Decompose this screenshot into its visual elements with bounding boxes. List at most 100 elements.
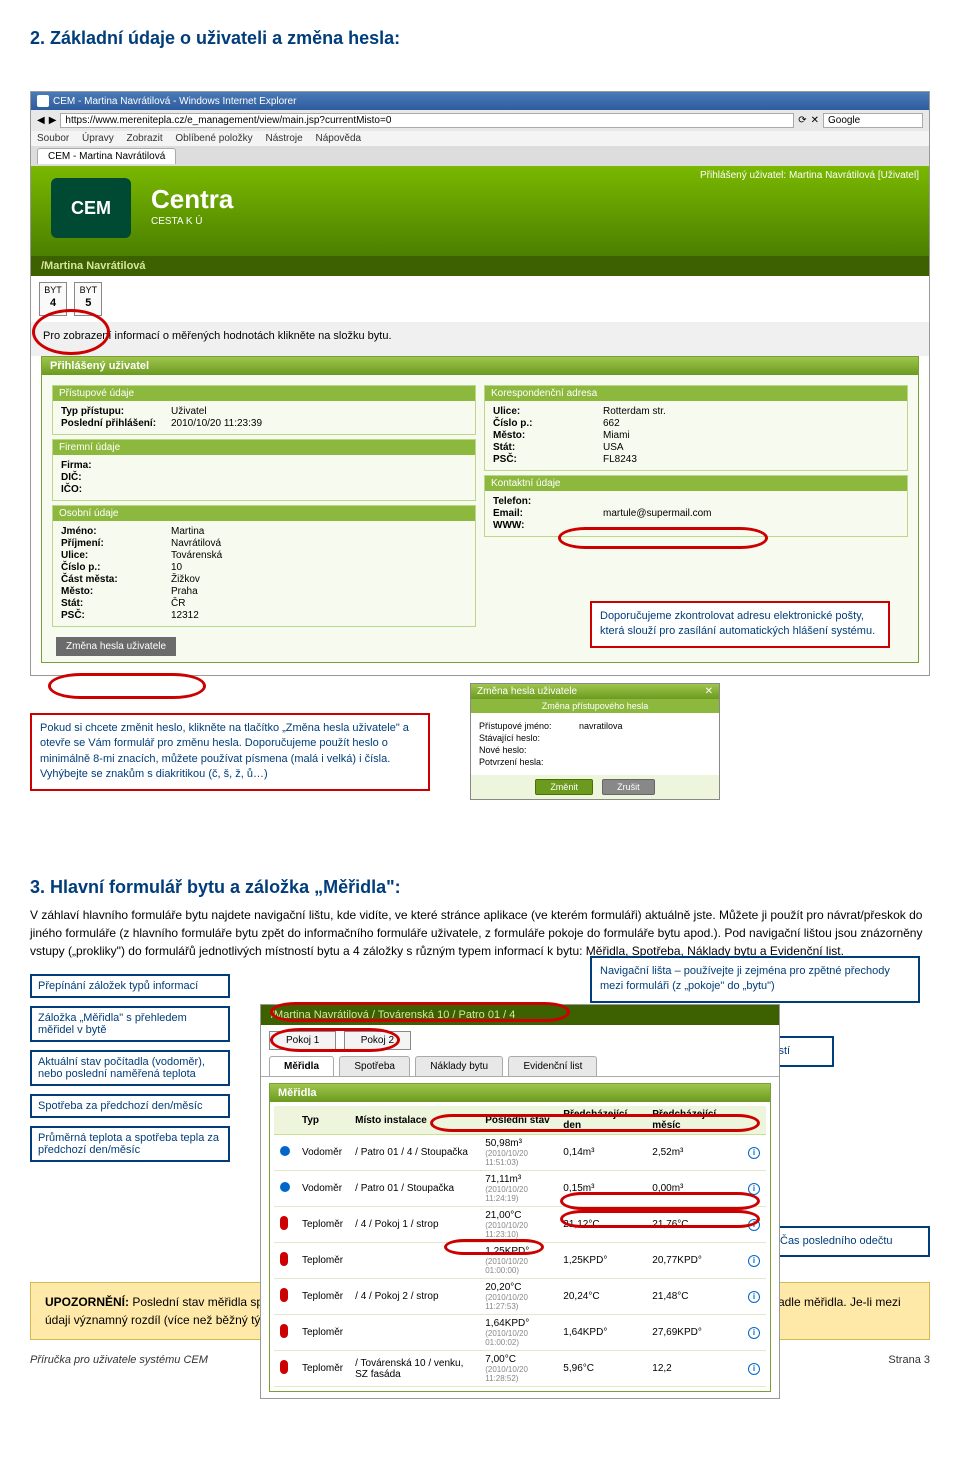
screenshot-1-container: Zde vidíte ikonku s číslem Vašeho bytu (…: [30, 61, 930, 711]
password-dialog: Změna hesla uživatele ✕ Změna přístupové…: [470, 683, 720, 800]
url-field[interactable]: https://www.merenitepla.cz/e_management/…: [60, 113, 794, 128]
tab-naklady[interactable]: Náklady bytu: [415, 1056, 503, 1076]
info-icon[interactable]: i: [748, 1219, 760, 1231]
byt-breadcrumb[interactable]: /Martina Navrátilová / Továrenská 10 / P…: [261, 1005, 779, 1025]
table-row: Teploměr/ Továrenská 10 / venku, SZ fasá…: [274, 1351, 766, 1387]
browser-tab[interactable]: CEM - Martina Navrátilová: [37, 148, 176, 164]
meridla-table: Typ Místo instalace Poslední stav Předch…: [274, 1106, 766, 1387]
cell-misto: / 4 / Pokoj 2 / strop: [349, 1279, 479, 1315]
tab-meridla[interactable]: Měřidla: [269, 1056, 334, 1076]
side-label-counter: Aktuální stav počítadla (vodoměr), nebo …: [30, 1050, 230, 1086]
nav-fwd-icon[interactable]: ▶: [49, 115, 57, 126]
byt-icons-row: BYT4 BYT5: [31, 276, 929, 322]
screenshot-2-container: Přepínání záložek typů informací Záložka…: [30, 974, 930, 1264]
cell-typ: Teploměr: [296, 1315, 349, 1351]
cell-den: 1,25KPD°: [557, 1243, 646, 1279]
col-den: Předcházející den: [557, 1106, 646, 1135]
change-password-button[interactable]: Změna hesla uživatele: [56, 637, 176, 656]
menu-napoveda[interactable]: Nápověda: [316, 133, 362, 144]
byt-form: /Martina Navrátilová / Továrenská 10 / P…: [260, 1004, 780, 1399]
callout-navbar: Navigační lišta – používejte ji zejména …: [590, 956, 920, 1003]
pw-dialog-title: Změna hesla uživatele: [477, 686, 577, 697]
access-title: Přístupové údaje: [53, 386, 475, 401]
meter-icon: [280, 1182, 290, 1192]
cell-misto: [349, 1243, 479, 1279]
cell-typ: Teploměr: [296, 1207, 349, 1243]
byt-icon-4[interactable]: BYT4: [39, 282, 67, 316]
pw-dialog-close-icon[interactable]: ✕: [705, 686, 713, 697]
cem-logo: CEM: [51, 178, 131, 238]
info-icon[interactable]: i: [748, 1147, 760, 1159]
meter-icon: [280, 1216, 288, 1230]
callout-password: Pokud si chcete změnit heslo, klikněte n…: [30, 713, 430, 791]
side-label-tabs: Přepínání záložek typů informací: [30, 974, 230, 998]
meter-icon: [280, 1360, 288, 1374]
body-paragraph: V záhlaví hlavního formuláře bytu najdet…: [30, 906, 930, 960]
cell-typ: Vodoměr: [296, 1135, 349, 1171]
browser-window: CEM - Martina Navrátilová - Windows Inte…: [30, 91, 930, 676]
intro-text: Pro zobrazení informací o měřených hodno…: [31, 322, 929, 350]
pw-cancel-button[interactable]: Zrušit: [602, 779, 655, 795]
nav-back-icon[interactable]: ◀: [37, 115, 45, 126]
info-icon[interactable]: i: [748, 1255, 760, 1267]
meter-icon: [280, 1288, 288, 1302]
byt-icon-5[interactable]: BYT5: [74, 282, 102, 316]
refresh-icon[interactable]: ⟳: [798, 115, 806, 126]
cem-subtitle: CESTA K Ú: [151, 216, 203, 227]
table-row: Teploměr/ 4 / Pokoj 2 / strop20,20°C(201…: [274, 1279, 766, 1315]
kont-title: Kontaktní údaje: [485, 476, 907, 491]
col-misto: Místo instalace: [349, 1106, 479, 1135]
search-field[interactable]: Google: [823, 113, 923, 128]
browser-menu: Soubor Úpravy Zobrazit Oblíbené položky …: [31, 131, 929, 146]
menu-zobrazit[interactable]: Zobrazit: [127, 133, 163, 144]
info-icon[interactable]: i: [748, 1363, 760, 1375]
cell-den: 0,15m³: [557, 1171, 646, 1207]
cell-stav: 50,98m³(2010/10/20 11:51:03): [479, 1135, 557, 1171]
panel-title: Přihlášený uživatel: [42, 357, 918, 375]
cell-mes: 0,00m³: [646, 1171, 742, 1207]
tab-evidence[interactable]: Evidenční list: [508, 1056, 597, 1076]
col-typ: Typ: [296, 1106, 349, 1135]
side-label-meridla: Záložka „Měřidla" s přehledem měřidel v …: [30, 1006, 230, 1042]
menu-soubor[interactable]: Soubor: [37, 133, 69, 144]
tab-spotreba[interactable]: Spotřeba: [339, 1056, 410, 1076]
sub-tabs: Měřidla Spotřeba Náklady bytu Evidenční …: [261, 1056, 779, 1077]
footer-right: Strana 3: [888, 1354, 930, 1366]
menu-nastroje[interactable]: Nástroje: [265, 133, 302, 144]
cell-den: 0,14m³: [557, 1135, 646, 1171]
cell-misto: / Továrenská 10 / venku, SZ fasáda: [349, 1351, 479, 1387]
room-tab-2[interactable]: Pokoj 2: [344, 1031, 411, 1050]
info-icon[interactable]: i: [748, 1327, 760, 1339]
pers-title: Osobní údaje: [53, 506, 475, 521]
cell-stav: 21,00°C(2010/10/20 11:23:10): [479, 1207, 557, 1243]
stop-icon[interactable]: ✕: [811, 115, 819, 126]
cell-mes: 21,48°C: [646, 1279, 742, 1315]
section-heading-1: 2. Základní údaje o uživateli a změna he…: [30, 28, 930, 49]
side-label-spotreba: Spotřeba za předchozí den/měsíc: [30, 1094, 230, 1118]
room-tab-1[interactable]: Pokoj 1: [269, 1031, 336, 1050]
cell-stav: 7,00°C(2010/10/20 11:28:52): [479, 1351, 557, 1387]
info-icon[interactable]: i: [748, 1291, 760, 1303]
pw-change-button[interactable]: Změnit: [535, 779, 593, 795]
menu-oblibene[interactable]: Oblíbené položky: [175, 133, 252, 144]
side-label-teplota: Průměrná teplota a spotřeba tepla za pře…: [30, 1126, 230, 1162]
table-row: Vodoměr/ Patro 01 / Stoupačka71,11m³(201…: [274, 1171, 766, 1207]
section-heading-2: 3. Hlavní formulář bytu a záložka „Měřid…: [30, 877, 930, 898]
cell-mes: 21,76°C: [646, 1207, 742, 1243]
footer-left: Příručka pro uživatele systému CEM: [30, 1354, 208, 1366]
korr-title: Korespondenční adresa: [485, 386, 907, 401]
window-title: CEM - Martina Navrátilová - Windows Inte…: [53, 96, 296, 107]
cell-stav: 20,20°C(2010/10/20 11:27:53): [479, 1279, 557, 1315]
logged-user: Přihlášený uživatel: Martina Navrátilová…: [700, 170, 919, 181]
address-bar: ◀ ▶ https://www.merenitepla.cz/e_managem…: [31, 110, 929, 131]
table-row: Teploměr/ 4 / Pokoj 1 / strop21,00°C(201…: [274, 1207, 766, 1243]
cell-typ: Teploměr: [296, 1351, 349, 1387]
callout-lasttime: Čas posledního odečtu: [770, 1226, 930, 1257]
breadcrumb[interactable]: /Martina Navrátilová: [31, 256, 929, 276]
table-row: Teploměr1,64KPD°(2010/10/20 01:00:02)1,6…: [274, 1315, 766, 1351]
browser-tabs: CEM - Martina Navrátilová: [31, 146, 929, 166]
cell-typ: Teploměr: [296, 1243, 349, 1279]
meridla-title: Měřidla: [270, 1084, 770, 1102]
info-icon[interactable]: i: [748, 1183, 760, 1195]
menu-upravy[interactable]: Úpravy: [82, 133, 114, 144]
